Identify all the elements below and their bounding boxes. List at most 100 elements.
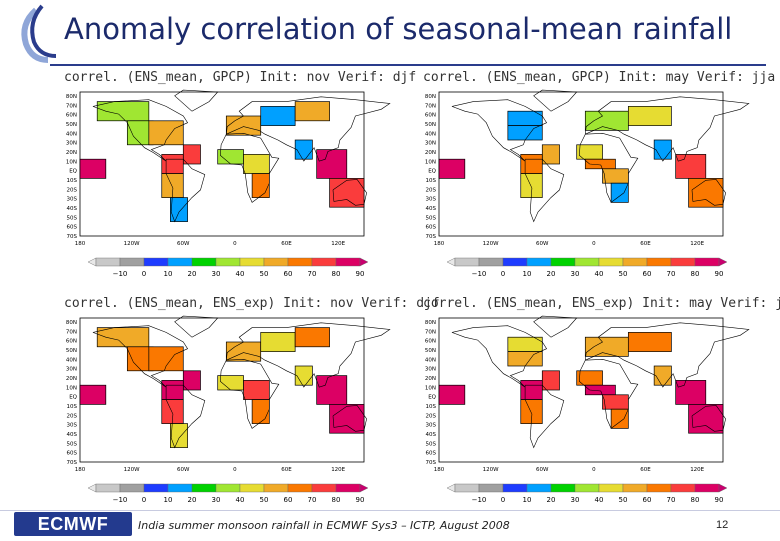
colorbar-label: 50 [260,496,269,504]
lat-tick-label: 40S [426,206,437,212]
colorbar-swatch [502,257,528,267]
lon-tick-label: 0 [233,241,237,247]
colorbar-label: 30 [212,496,221,504]
lat-tick-label: 50N [425,122,436,128]
correlation-region [688,404,724,434]
lat-tick-label: 30N [425,141,436,147]
correlation-region [329,178,365,208]
lon-tick-label: 180 [75,241,86,247]
lat-tick-label: 50S [67,441,78,447]
lon-tick-label: 60W [177,467,190,473]
coastline [332,405,367,432]
lat-tick-label: 80N [66,94,77,100]
lat-tick-label: 60S [67,451,78,457]
colorbar-arrow-left [87,483,97,493]
colorbar-swatch [670,257,696,267]
lon-tick-label: 120E [690,467,704,473]
lat-tick-label: 40N [66,131,77,137]
colorbar-swatch [598,257,624,267]
colorbar: −10 0 10 20 30 40 50 60 70 80 90 [87,257,369,278]
coastline [226,96,391,162]
colorbar-label: 60 [643,270,652,278]
correlation-region [576,370,603,386]
colorbar-swatch [646,483,672,493]
colorbar-label: 50 [619,270,628,278]
correlation-region [584,384,616,396]
coastline [165,158,206,223]
correlation-region [79,158,107,179]
lon-tick-label: 120E [690,241,704,247]
colorbar-arrow-right [359,257,369,267]
correlation-region [507,351,543,367]
coastline [691,405,726,432]
colorbar-label: 90 [715,496,724,504]
lat-tick-label: 50S [426,215,437,221]
correlation-region [260,106,296,126]
correlation-region [170,197,188,222]
colorbar: −10 0 10 20 30 40 50 60 70 80 90 [87,483,369,504]
lat-tick-label: 80N [66,320,77,326]
correlation-region [610,408,629,429]
correlation-region [610,182,629,203]
correlation-region [675,154,707,179]
colorbar-label: 0 [142,270,146,278]
coastline [92,99,189,162]
colorbar-label: 10 [164,270,173,278]
lon-tick-label: 120W [483,467,499,473]
lat-tick-label: 50N [66,122,77,128]
lat-tick-label: EQ [69,395,77,401]
lat-tick-label: 20N [425,376,436,382]
lat-tick-label: 40S [67,432,78,438]
coastline [219,132,280,203]
lat-tick-label: 10S [426,178,437,184]
colorbar-swatch [215,257,241,267]
lat-tick-label: 60N [66,113,77,119]
correlation-region [79,384,107,405]
colorbar-label: −10 [472,496,487,504]
colorbar-label: 0 [501,496,505,504]
lat-tick-label: 40N [66,357,77,363]
lat-tick-label: 40S [67,206,78,212]
colorbar-label: 80 [691,270,700,278]
colorbar-arrow-right [718,257,728,267]
correlation-region [627,332,672,352]
correlation-region [584,158,616,170]
correlation-region [653,365,672,386]
lat-tick-label: 30N [425,367,436,373]
lat-tick-label: 30S [426,197,437,203]
lat-tick-label: 10N [425,385,436,391]
lon-tick-label: 180 [434,467,445,473]
correlation-region [438,158,466,179]
ecmwf-logo: ECMWF [14,512,132,536]
colorbar-label: 70 [667,270,676,278]
lat-tick-label: 70S [67,234,78,240]
coastline [92,325,189,388]
correlation-region [182,370,201,391]
colorbar-swatch [478,257,504,267]
colorbar-swatch [143,257,169,267]
colorbar-arrow-right [359,483,369,493]
lat-tick-label: 10S [67,178,78,184]
lat-tick-label: 60S [426,225,437,231]
page-number: 12 [716,519,729,531]
colorbar-swatch [574,257,600,267]
colorbar: −10 0 10 20 30 40 50 60 70 80 90 [446,483,728,504]
colorbar-label: 80 [332,496,341,504]
colorbar-swatch [454,257,480,267]
coastline [174,315,219,338]
lat-tick-label: 60S [426,451,437,457]
colorbar-swatch [143,483,169,493]
lat-tick-label: 20S [426,187,437,193]
lat-tick-label: EQ [428,395,436,401]
lat-tick-label: 50N [425,348,436,354]
correlation-region [148,120,184,146]
colorbar-swatch [550,483,576,493]
coastline [691,179,726,206]
colorbar-label: 30 [212,270,221,278]
colorbar-swatch [215,483,241,493]
colorbar-label: 20 [547,270,556,278]
correlation-region [675,380,707,405]
colorbar-swatch [263,483,289,493]
correlation-region [602,168,629,184]
coastline [578,358,639,429]
